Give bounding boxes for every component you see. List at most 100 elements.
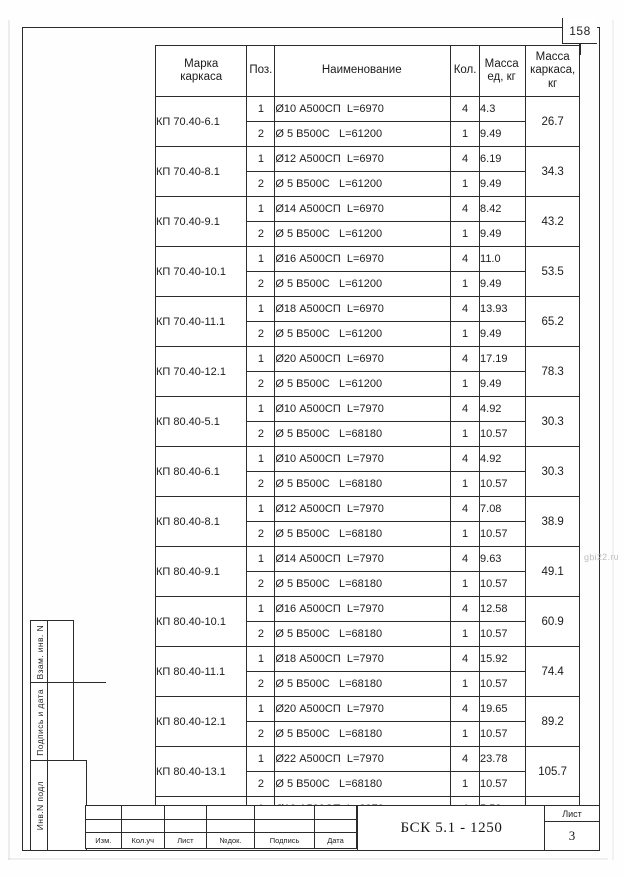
cell-mass-frame: 60.9 [525,596,580,647]
cell-pos: 2 [246,571,276,597]
cell-name: Ø 5 В500С L=68180 [274,771,452,797]
specification-table: Марка каркаса Поз. Наименование Кол. Мас… [154,45,580,847]
cell-pos: 2 [246,471,276,497]
tb-cell-podpis-2[interactable] [254,818,315,834]
cell-name: Ø 5 В500С L=61200 [274,171,452,197]
cell-mass-frame: 105.7 [525,746,580,797]
cell-name: Ø20 А500СП L=7970 [274,696,452,722]
cell-qty: 1 [450,321,481,347]
cell-mark: КП 80.40-11.1 [154,646,248,697]
scan-edge-right [612,20,614,860]
cell-pos: 1 [246,446,276,472]
tb-cell-koluch-2[interactable] [120,818,165,834]
tb-cell-podpis-1[interactable] [254,805,315,820]
cell-mass-unit: 9.49 [479,121,527,147]
cell-qty: 4 [450,146,481,172]
sidebar-inv-num-label: Взам. инв. N [34,624,45,680]
cell-mass-unit: 10.57 [479,421,527,447]
title-block: Изм. Кол.уч Лист №док. Подпись Дата БСК 5.1 -… [85,805,600,851]
title-block-column-label: Дата [313,832,358,849]
cell-pos: 2 [246,721,276,747]
sheet-number: 3 [568,828,576,843]
title-block-column-label: №док. [205,832,256,849]
tb-cell-list-1[interactable] [163,805,207,820]
cell-mass-frame: 30.3 [525,446,580,497]
column-header-qty: Кол. [450,45,481,97]
cell-qty: 4 [450,446,481,472]
page-number-box: 158 [562,18,597,44]
cell-mass-frame: 34.3 [525,146,580,197]
cell-name: Ø12 А500СП L=7970 [274,496,452,522]
sidebar-rule-2 [72,760,85,762]
cell-mass-frame: 30.3 [525,396,580,447]
cell-qty: 1 [450,571,481,597]
cell-mark: КП 70.40-9.1 [154,196,248,247]
cell-qty: 1 [450,221,481,247]
cell-mass-unit: 9.49 [479,271,527,297]
cell-mark: КП 80.40-13.1 [154,746,248,797]
cell-mass-frame: 26.7 [525,96,580,147]
cell-mark: КП 80.40-12.1 [154,696,248,747]
cell-qty: 1 [450,121,481,147]
cell-pos: 2 [246,521,276,547]
tb-cell-ndok-2[interactable] [205,818,256,834]
cell-mass-unit: 10.57 [479,521,527,547]
table-header-row: Марка каркаса Поз. Наименование Кол. Мас… [154,45,580,97]
cell-mass-unit: 19.65 [479,696,527,722]
tb-cell-koluch-1[interactable] [120,805,165,820]
cell-name: Ø 5 В500С L=61200 [274,271,452,297]
cell-name: Ø12 А500СП L=6970 [274,146,452,172]
cell-mass-frame: 43.2 [525,196,580,247]
cell-mass-unit: 4.92 [479,446,527,472]
page-number: 158 [569,23,591,38]
cell-pos: 1 [246,296,276,322]
cell-mark: КП 80.40-5.1 [154,396,248,447]
cell-name: Ø18 А500СП L=7970 [274,646,452,672]
tb-cell-data-2[interactable] [313,818,358,834]
cell-mass-unit: 9.49 [479,371,527,397]
table-row: КП 80.40-12.1 1 Ø20 А500СП L=7970 4 19.65 89.… [154,696,580,747]
cell-mass-unit: 7.08 [479,496,527,522]
cell-mark: КП 80.40-9.1 [154,546,248,597]
cell-mark: КП 80.40-6.1 [154,446,248,497]
title-block-grid: Изм. Кол.уч Лист №док. Подпись Дата [85,805,358,849]
tb-cell-izm-1[interactable] [85,805,122,820]
tb-cell-data-1[interactable] [313,805,358,820]
cell-name: Ø 5 В500С L=68180 [274,671,452,697]
sidebar-inv-num-field[interactable] [47,620,74,684]
column-header-pos: Поз. [246,45,276,97]
tb-cell-izm-2[interactable] [85,818,122,834]
cell-mark: КП 70.40-10.1 [154,246,248,297]
table-row: КП 70.40-9.1 1 Ø14 А500СП L=6970 4 8.42 43.2 [154,196,580,247]
cell-mark: КП 70.40-11.1 [154,296,248,347]
cell-mark: КП 70.40-6.1 [154,96,248,147]
table-row: КП 70.40-10.1 1 Ø16 А500СП L=6970 4 11.0 53.5 [154,246,580,297]
cell-mass-unit: 9.49 [479,171,527,197]
tb-cell-ndok-1[interactable] [205,805,256,820]
cell-mass-frame: 53.5 [525,246,580,297]
sidebar-inv-podl-field[interactable] [47,760,87,851]
cell-mass-frame: 74.4 [525,646,580,697]
cell-qty: 4 [450,546,481,572]
cell-mark: КП 80.40-8.1 [154,496,248,547]
tb-cell-list-2[interactable] [163,818,207,834]
column-header-mass-unit-line2: ед, кг [487,71,516,83]
cell-name: Ø 5 В500С L=61200 [274,321,452,347]
table-row: КП 70.40-8.1 1 Ø12 А500СП L=6970 4 6.19 34.3 [154,146,580,197]
title-block-column-label: Кол.уч [120,832,165,849]
cell-mass-unit: 9.49 [479,321,527,347]
table-row: КП 80.40-9.1 1 Ø14 А500СП L=7970 4 9.63 49.1 [154,546,580,597]
cell-pos: 2 [246,171,276,197]
cell-name: Ø10 А500СП L=7970 [274,446,452,472]
cell-qty: 4 [450,746,481,772]
sidebar-signature-date-field[interactable] [47,682,74,762]
cell-name: Ø 5 В500С L=61200 [274,221,452,247]
sheet-label: Лист [545,806,599,822]
cell-name: Ø 5 В500С L=68180 [274,571,452,597]
cell-pos: 1 [246,746,276,772]
cell-qty: 1 [450,271,481,297]
